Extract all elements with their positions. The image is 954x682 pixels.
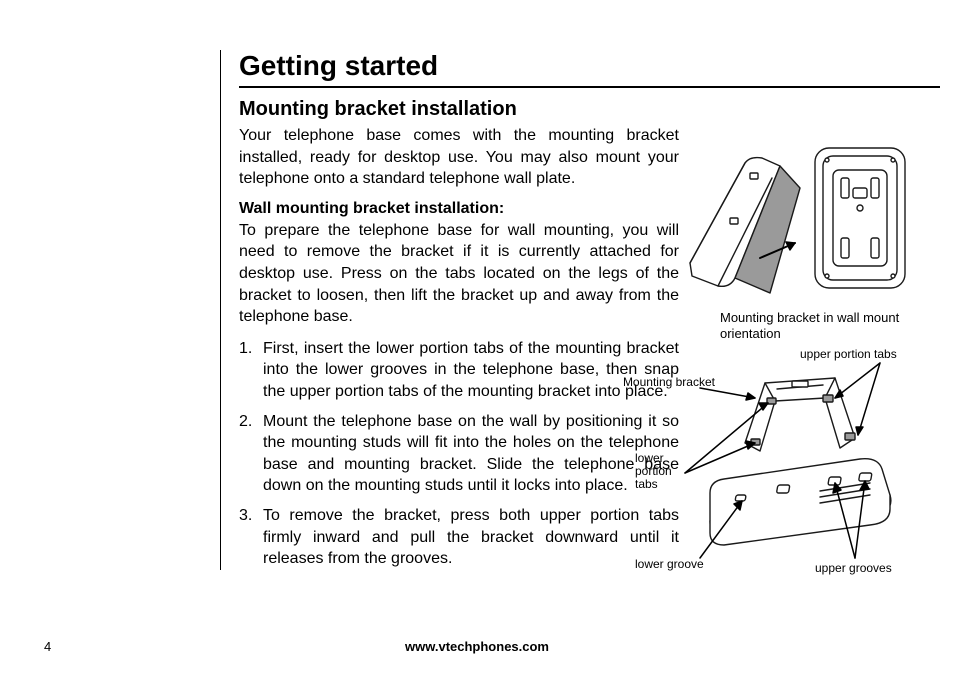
step-item: To remove the bracket, press both upper …: [239, 505, 679, 570]
text-column: Your telephone base comes with the mount…: [239, 125, 679, 570]
step-list: First, insert the lower portion tabs of …: [239, 338, 679, 570]
figure-1-illustration: [660, 138, 920, 308]
figure-1-caption: Mounting bracket in wall mount orientati…: [720, 310, 900, 343]
figure-panel: Mounting bracket in wall mount orientati…: [660, 138, 920, 598]
chapter-title: Getting started: [239, 50, 940, 82]
page: Getting started Mounting bracket install…: [0, 0, 954, 682]
step-item: Mount the telephone base on the wall by …: [239, 411, 679, 497]
label-lower-portion-tabs: lower portion tabs: [635, 452, 690, 492]
sub-heading: Wall mounting bracket installation:: [239, 200, 679, 218]
sub-paragraph: To prepare the telephone base for wall m…: [239, 220, 679, 328]
section-title: Mounting bracket installation: [239, 98, 940, 121]
label-upper-grooves: upper grooves: [815, 562, 915, 575]
label-mounting-bracket: Mounting bracket: [605, 376, 715, 389]
label-upper-portion-tabs: upper portion tabs: [800, 348, 920, 361]
label-lower-groove: lower groove: [635, 558, 725, 571]
intro-paragraph: Your telephone base comes with the mount…: [239, 125, 679, 190]
title-rule: [239, 86, 940, 88]
footer-url: www.vtechphones.com: [0, 639, 954, 654]
step-item: First, insert the lower portion tabs of …: [239, 338, 679, 403]
